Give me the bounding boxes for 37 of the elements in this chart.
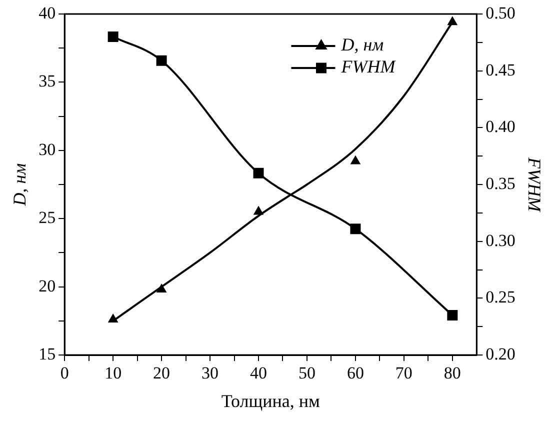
point [254, 206, 264, 215]
point [253, 168, 264, 178]
x-tick-label: 50 [298, 364, 316, 383]
x-tick-label: 0 [60, 364, 69, 383]
x-tick-label: 70 [395, 364, 412, 383]
x-tick-label: 80 [444, 364, 461, 383]
y-axis-title: D, нм [10, 162, 30, 207]
x-tick-label: 10 [104, 364, 122, 383]
y-tick-label: 15 [38, 344, 56, 364]
point [108, 314, 118, 323]
point [447, 310, 458, 320]
point [350, 224, 361, 234]
x-tick-label: 20 [153, 364, 170, 383]
y-tick-label: 30 [38, 140, 56, 159]
point [156, 284, 166, 293]
y2-tick-label: 0.50 [486, 3, 516, 22]
y2-tick-label: 0.25 [486, 288, 516, 307]
y-tick-label: 20 [38, 276, 56, 296]
y-tick-label: 40 [38, 3, 56, 22]
legend-label: FWHM [340, 56, 396, 77]
y2-tick-label: 0.20 [486, 344, 516, 364]
legend-label: D, нм [340, 34, 384, 55]
point [156, 55, 167, 66]
y2-axis-title: FWHM [524, 156, 544, 212]
point [350, 156, 360, 164]
y2-tick-label: 0.30 [486, 230, 516, 250]
point [108, 31, 118, 42]
y2-tick-label: 0.40 [486, 117, 516, 136]
point [448, 16, 458, 26]
y2-tick-label: 0.45 [486, 60, 516, 80]
x-tick-label: 30 [202, 364, 219, 383]
y2-tick-label: 0.35 [486, 174, 516, 193]
x-tick-label: 40 [250, 364, 268, 383]
y-tick-label: 35 [38, 72, 56, 91]
x-tick-label: 60 [346, 364, 364, 383]
y-tick-label: 25 [38, 208, 56, 228]
x-axis-title: Толщина, нм [221, 390, 320, 411]
